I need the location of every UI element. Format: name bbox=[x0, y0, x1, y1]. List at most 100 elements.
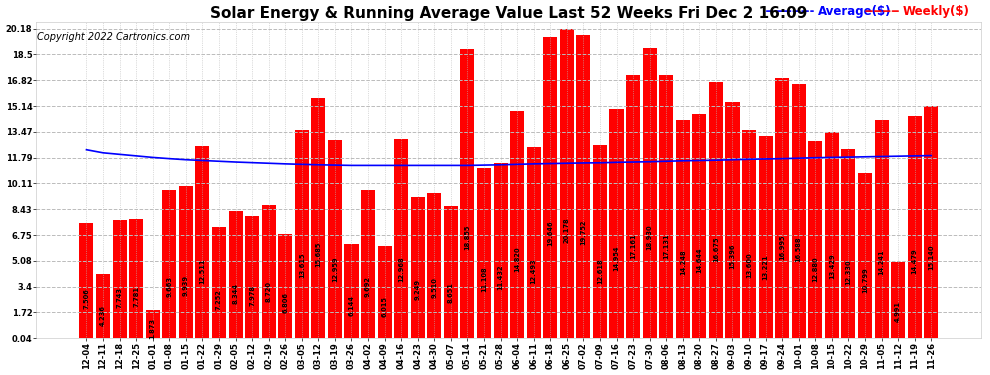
Bar bbox=[96, 274, 110, 339]
Bar bbox=[792, 84, 806, 339]
Bar bbox=[79, 224, 93, 339]
Text: 9.663: 9.663 bbox=[166, 276, 172, 297]
Text: 20.178: 20.178 bbox=[564, 217, 570, 243]
Text: 19.752: 19.752 bbox=[580, 220, 586, 245]
Bar bbox=[460, 49, 474, 339]
Bar bbox=[576, 35, 590, 339]
Text: 6.144: 6.144 bbox=[348, 295, 354, 316]
Bar bbox=[444, 206, 458, 339]
Bar bbox=[842, 149, 855, 339]
Bar bbox=[146, 310, 159, 339]
Bar bbox=[758, 136, 772, 339]
Bar bbox=[477, 168, 491, 339]
Text: 13.221: 13.221 bbox=[762, 255, 768, 280]
Text: 9.249: 9.249 bbox=[415, 279, 421, 300]
Bar bbox=[610, 109, 624, 339]
Text: 8.720: 8.720 bbox=[265, 281, 271, 302]
Text: 14.644: 14.644 bbox=[696, 247, 702, 273]
Text: 4.991: 4.991 bbox=[895, 302, 901, 322]
Bar bbox=[808, 141, 823, 339]
Text: 19.646: 19.646 bbox=[547, 220, 553, 246]
Bar bbox=[179, 186, 193, 339]
Text: 7.781: 7.781 bbox=[133, 286, 140, 308]
Text: 7.252: 7.252 bbox=[216, 290, 222, 310]
Text: 16.995: 16.995 bbox=[779, 235, 785, 260]
Text: 11.432: 11.432 bbox=[498, 264, 504, 290]
Text: 1.873: 1.873 bbox=[149, 318, 155, 339]
Bar bbox=[874, 120, 889, 339]
Bar bbox=[311, 98, 326, 339]
Text: 16.588: 16.588 bbox=[796, 237, 802, 262]
Text: 15.396: 15.396 bbox=[730, 243, 736, 269]
Bar bbox=[129, 219, 144, 339]
Title: Solar Energy & Running Average Value Last 52 Weeks Fri Dec 2 16:09: Solar Energy & Running Average Value Las… bbox=[210, 6, 808, 21]
Bar bbox=[709, 82, 723, 339]
Bar bbox=[195, 147, 210, 339]
Bar bbox=[925, 106, 939, 339]
Text: 14.248: 14.248 bbox=[680, 249, 686, 275]
Text: 12.330: 12.330 bbox=[845, 260, 851, 285]
Text: 9.939: 9.939 bbox=[183, 275, 189, 296]
Bar bbox=[411, 196, 425, 339]
Bar bbox=[345, 244, 358, 339]
Bar bbox=[278, 234, 292, 339]
Text: 13.600: 13.600 bbox=[746, 253, 752, 278]
Bar bbox=[428, 193, 442, 339]
Bar bbox=[626, 75, 641, 339]
Bar bbox=[643, 48, 656, 339]
Bar bbox=[295, 129, 309, 339]
Bar bbox=[559, 28, 574, 339]
Text: 7.506: 7.506 bbox=[83, 288, 89, 309]
Bar bbox=[891, 262, 905, 339]
Text: 12.618: 12.618 bbox=[597, 258, 603, 284]
Text: 12.880: 12.880 bbox=[813, 256, 819, 282]
Bar bbox=[212, 227, 226, 339]
Bar bbox=[229, 210, 243, 339]
Text: 18.930: 18.930 bbox=[646, 224, 652, 250]
Bar bbox=[726, 102, 740, 339]
Text: 11.108: 11.108 bbox=[481, 266, 487, 292]
Bar bbox=[113, 220, 127, 339]
Text: 6.806: 6.806 bbox=[282, 292, 288, 313]
Bar bbox=[742, 130, 756, 339]
Text: 17.131: 17.131 bbox=[663, 234, 669, 260]
Bar bbox=[361, 190, 375, 339]
Text: 14.820: 14.820 bbox=[514, 246, 520, 272]
Text: 13.429: 13.429 bbox=[829, 254, 835, 279]
Text: 7.978: 7.978 bbox=[249, 285, 255, 306]
Bar bbox=[328, 140, 342, 339]
Text: Copyright 2022 Cartronics.com: Copyright 2022 Cartronics.com bbox=[38, 32, 190, 42]
Bar bbox=[692, 114, 707, 339]
Bar bbox=[261, 205, 275, 339]
Text: 9.510: 9.510 bbox=[432, 277, 438, 298]
Text: 15.685: 15.685 bbox=[316, 242, 322, 267]
Bar bbox=[593, 145, 607, 339]
Bar bbox=[527, 147, 541, 339]
Text: 14.954: 14.954 bbox=[614, 246, 620, 271]
Bar bbox=[394, 140, 408, 339]
Bar bbox=[825, 132, 839, 339]
Text: 14.241: 14.241 bbox=[878, 249, 885, 275]
Bar bbox=[659, 75, 673, 339]
Text: 6.015: 6.015 bbox=[381, 296, 388, 317]
Text: 17.161: 17.161 bbox=[630, 234, 637, 259]
Text: 16.675: 16.675 bbox=[713, 236, 719, 262]
Bar bbox=[162, 190, 176, 339]
Bar bbox=[775, 78, 789, 339]
Bar bbox=[676, 120, 690, 339]
Text: 10.799: 10.799 bbox=[862, 268, 868, 294]
Text: 12.968: 12.968 bbox=[398, 256, 404, 282]
Text: 13.615: 13.615 bbox=[299, 253, 305, 278]
Text: 14.479: 14.479 bbox=[912, 248, 918, 274]
Bar bbox=[377, 246, 392, 339]
Text: 15.140: 15.140 bbox=[929, 244, 935, 270]
Text: 4.236: 4.236 bbox=[100, 306, 106, 327]
Bar bbox=[858, 173, 872, 339]
Text: 7.743: 7.743 bbox=[117, 286, 123, 308]
Bar bbox=[494, 163, 508, 339]
Text: Average($): Average($) bbox=[818, 4, 891, 18]
Bar bbox=[510, 111, 524, 339]
Text: 8.651: 8.651 bbox=[447, 282, 453, 303]
Bar bbox=[908, 116, 922, 339]
Bar bbox=[246, 216, 259, 339]
